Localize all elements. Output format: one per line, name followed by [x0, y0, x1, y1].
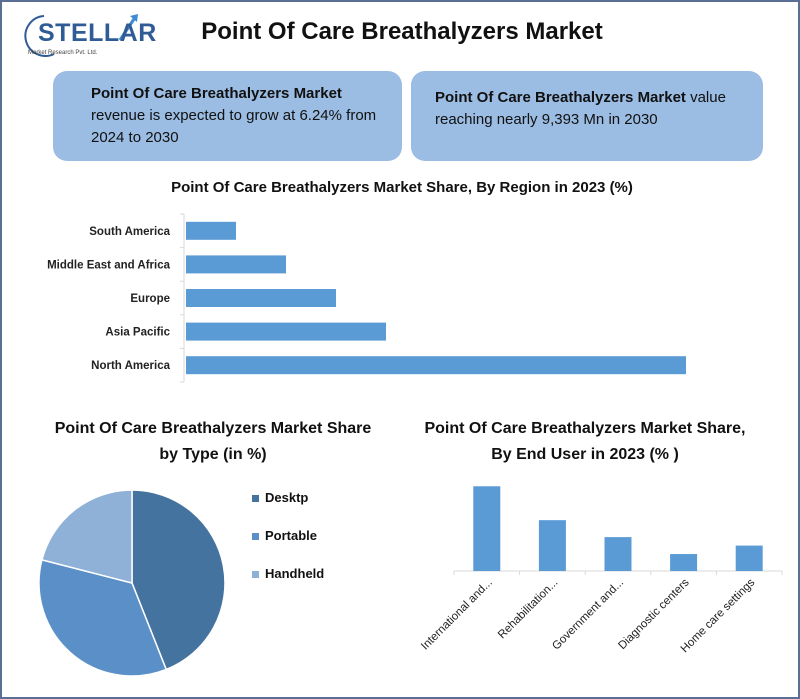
legend-swatch [252, 571, 259, 578]
region-bar-chart: South America Middle East and Africa Europ… [47, 213, 686, 383]
enduser-bar-diagnostic-centers [670, 554, 698, 571]
type-pie-chart [38, 489, 226, 677]
region-bar-asia-pacific [186, 322, 386, 341]
legend-label: Desktp [265, 490, 309, 505]
enduser-tick-label: Rehabilitation... [496, 577, 561, 642]
enduser-bar-government-and [604, 537, 632, 571]
value-box-heading: Point Of Care Breathalyzers Market [435, 89, 686, 106]
value-box-text: value reaching nearly 9,393 Mn in 2030 [435, 89, 726, 128]
legend-swatch [252, 495, 259, 502]
enduser-tick-label: Government and... [550, 577, 626, 653]
growth-box-heading: Point Of Care Breathalyzers Market [91, 85, 342, 102]
region-tick-label: South America [89, 226, 170, 238]
region-bar-europe [186, 289, 336, 307]
enduser-tick-label: International and... [419, 577, 495, 653]
legend-swatch [252, 533, 259, 540]
enduser-chart-title: Point Of Care Breathalyzers Market Share… [424, 420, 746, 463]
type-chart-title: Point Of Care Breathalyzers Market Share… [54, 420, 372, 463]
region-tick-label: Middle East and Africa [47, 259, 171, 271]
enduser-tick-label: Home care settings [679, 576, 758, 655]
region-bar-middle-east-and-africa [186, 255, 286, 274]
enduser-bar-chart: International and... Rehabilitation...Gov… [419, 486, 783, 655]
enduser-bar-international-and [473, 486, 501, 571]
pie-slice-desktp [131, 489, 226, 671]
page-title: Point Of Care Breathalyzers Market [201, 18, 603, 45]
enduser-bar-home-care-settings [735, 545, 763, 571]
growth-box-text: revenue is expected to grow at 6.24% fro… [91, 107, 377, 146]
growth-info-box: Point Of Care Breathalyzers Market reven… [53, 71, 402, 161]
logo-text: STELLAR [38, 19, 157, 47]
pie-slice-handheld [41, 489, 133, 584]
region-bar-north-america [186, 356, 686, 375]
logo-subtitle: Market Research Pvt. Ltd. [28, 50, 98, 56]
enduser-bar-rehabilitation [538, 520, 566, 571]
region-tick-label: North America [91, 360, 170, 372]
region-chart-title: Point Of Care Breathalyzers Market Share… [171, 179, 633, 196]
region-tick-label: Europe [130, 293, 170, 305]
legend-label: Portable [265, 528, 318, 543]
legend-label: Handheld [265, 566, 325, 581]
pie-slice-portable [38, 558, 168, 677]
region-tick-label: Asia Pacific [105, 327, 170, 339]
value-info-box: Point Of Care Breathalyzers Market value… [411, 71, 763, 161]
region-bar-south-america [186, 221, 236, 240]
stellar-logo: STELLAR Market Research Pvt. Ltd. [24, 10, 156, 60]
enduser-tick-label: Diagnostic centers [616, 576, 692, 652]
